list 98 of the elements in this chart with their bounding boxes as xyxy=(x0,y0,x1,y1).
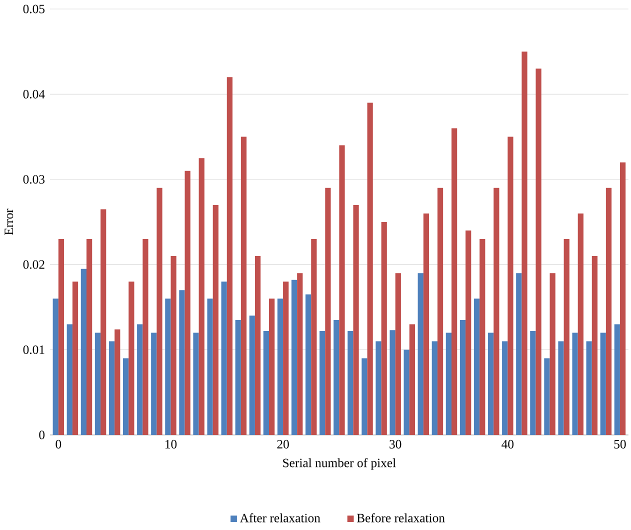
bar xyxy=(572,332,578,435)
bar xyxy=(277,298,284,435)
bar xyxy=(86,239,92,435)
bar xyxy=(269,298,275,435)
bar xyxy=(100,209,106,435)
bar xyxy=(578,213,584,435)
y-tick-label: 0 xyxy=(39,430,45,440)
y-axis-title: Error xyxy=(4,208,14,236)
bar xyxy=(614,324,620,435)
bar xyxy=(52,298,58,435)
bar xyxy=(516,273,522,435)
bar xyxy=(474,298,480,435)
bar xyxy=(530,331,536,435)
bar xyxy=(446,332,452,435)
bar xyxy=(193,332,199,435)
bar xyxy=(151,332,157,435)
bar xyxy=(339,145,345,435)
bar xyxy=(58,239,64,435)
bar xyxy=(263,331,269,435)
x-tick-label: 20 xyxy=(277,440,289,449)
bar xyxy=(381,222,387,435)
bar xyxy=(283,282,289,435)
bar xyxy=(592,256,598,435)
bar xyxy=(240,136,247,435)
bar xyxy=(320,331,326,435)
bar xyxy=(390,330,396,435)
bar xyxy=(325,188,331,435)
bar xyxy=(306,294,312,435)
bar xyxy=(179,290,185,435)
bar xyxy=(297,273,303,435)
x-tick-label: 10 xyxy=(165,440,177,449)
bar xyxy=(128,282,134,435)
bar xyxy=(207,298,213,435)
bar xyxy=(249,316,255,435)
bar xyxy=(404,350,410,435)
bar xyxy=(522,52,528,435)
bar xyxy=(620,162,626,435)
bar xyxy=(235,320,241,435)
bar xyxy=(502,341,508,435)
y-tick-label: 0.02 xyxy=(23,260,44,269)
bar xyxy=(137,324,143,435)
y-tick-label: 0.05 xyxy=(23,4,45,14)
bar xyxy=(123,358,129,435)
x-tick-label: 40 xyxy=(502,440,514,449)
bar xyxy=(212,204,218,435)
bar xyxy=(432,341,438,435)
bar xyxy=(544,358,550,435)
legend-label: Before relaxation xyxy=(356,513,445,522)
x-tick-label: 0 xyxy=(56,440,62,449)
bar xyxy=(367,102,373,435)
bar xyxy=(108,341,115,435)
bar xyxy=(72,282,78,435)
bar xyxy=(494,188,500,435)
bar xyxy=(606,188,612,435)
bar xyxy=(550,273,556,435)
bar xyxy=(466,230,472,435)
bar xyxy=(488,332,494,435)
bar xyxy=(564,239,570,435)
bar xyxy=(170,256,176,435)
bar xyxy=(452,128,458,435)
bar xyxy=(114,329,120,435)
bar xyxy=(376,341,382,435)
bar xyxy=(254,256,261,435)
y-tick-label: 0.01 xyxy=(23,345,44,354)
bar xyxy=(184,170,190,435)
x-tick-label: 30 xyxy=(390,440,402,449)
x-tick-label: 50 xyxy=(614,440,626,449)
legend-label: After relaxation xyxy=(240,513,320,522)
bar xyxy=(80,268,86,435)
bar xyxy=(66,324,72,435)
bar xyxy=(142,239,148,435)
bar xyxy=(423,213,430,435)
y-tick-label: 0.04 xyxy=(23,90,45,99)
bar xyxy=(198,158,204,435)
bar xyxy=(348,331,354,435)
bar xyxy=(437,188,444,435)
bar xyxy=(536,68,542,435)
bar xyxy=(409,324,415,435)
x-axis-title: Serial number of pixel xyxy=(283,458,396,470)
bar xyxy=(353,204,359,435)
bar xyxy=(226,77,232,435)
bar xyxy=(395,273,401,435)
bar xyxy=(600,332,606,435)
bar xyxy=(311,239,317,435)
bar xyxy=(165,298,171,435)
bar xyxy=(558,341,564,435)
bar xyxy=(418,273,424,435)
bar xyxy=(334,320,340,435)
bar xyxy=(508,136,514,435)
bar xyxy=(291,280,298,435)
bar xyxy=(460,320,466,435)
bar xyxy=(156,188,162,435)
bar xyxy=(94,332,101,435)
bar xyxy=(362,358,368,435)
bar xyxy=(480,239,486,435)
bar xyxy=(586,341,592,435)
bar xyxy=(221,282,227,435)
y-tick-label: 0.03 xyxy=(23,175,45,184)
